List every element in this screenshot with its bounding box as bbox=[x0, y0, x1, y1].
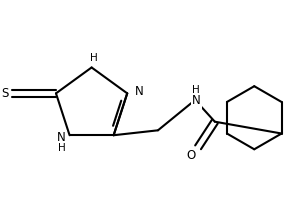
Text: N: N bbox=[192, 94, 200, 107]
Text: H: H bbox=[58, 143, 66, 153]
Text: H: H bbox=[90, 53, 98, 63]
Text: N: N bbox=[135, 85, 143, 98]
Text: S: S bbox=[1, 87, 8, 100]
Text: H: H bbox=[192, 85, 200, 95]
Text: N: N bbox=[57, 131, 66, 144]
Text: O: O bbox=[187, 149, 196, 162]
